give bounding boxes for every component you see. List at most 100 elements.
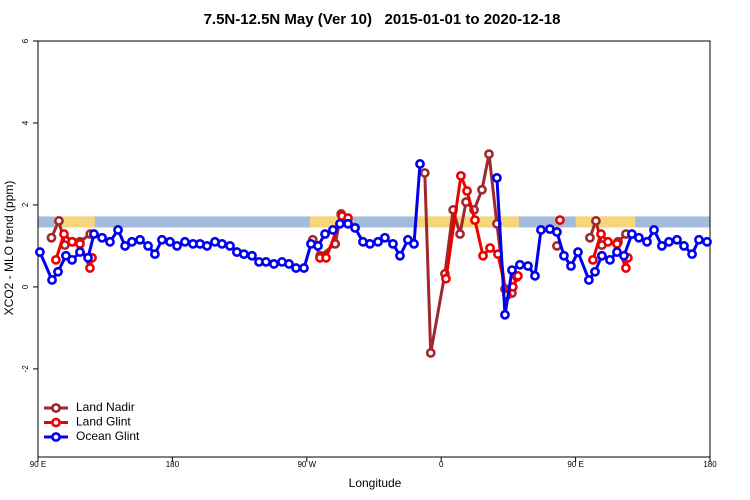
data-point: [395, 250, 405, 261]
data-point: [555, 215, 565, 226]
data-point: [247, 250, 257, 261]
data-point: [54, 216, 64, 226]
data-point: [455, 229, 465, 239]
data-point: [672, 234, 682, 245]
land-patch: [417, 216, 519, 228]
legend-marker: [51, 417, 61, 428]
data-point: [299, 263, 309, 273]
data-point: [97, 232, 107, 243]
data-point: [53, 266, 63, 277]
data-point: [612, 247, 622, 257]
data-point: [135, 234, 145, 245]
data-point: [523, 261, 533, 271]
data-point: [484, 149, 494, 160]
data-point: [157, 234, 167, 245]
data-point: [477, 184, 487, 195]
data-point: [217, 238, 227, 249]
data-point: [702, 236, 712, 247]
plot-frame: [37, 40, 711, 458]
data-point: [573, 247, 583, 257]
legend-label: Land Glint: [76, 415, 131, 429]
data-point: [559, 250, 569, 261]
data-point: [59, 229, 69, 239]
data-point: [75, 238, 85, 249]
data-point: [596, 250, 607, 261]
data-point: [552, 227, 562, 237]
data-point: [67, 254, 77, 265]
land-patch: [54, 216, 95, 228]
data-point: [478, 250, 488, 261]
data-point: [634, 232, 644, 243]
data-point: [373, 236, 383, 247]
data-point: [335, 218, 345, 229]
data-point: [51, 254, 61, 265]
legend-label: Ocean Glint: [76, 429, 140, 443]
data-point: [127, 236, 137, 247]
data-point: [172, 241, 182, 251]
data-point: [143, 241, 153, 251]
y-tick-label: 6: [21, 38, 30, 43]
legend-marker: [51, 432, 61, 442]
x-tick-label: 180: [703, 460, 717, 469]
data-point: [514, 259, 525, 270]
data-point: [694, 234, 704, 245]
data-point: [612, 238, 622, 249]
data-point: [425, 347, 436, 358]
data-point: [343, 218, 353, 229]
y-tick-label: 2: [21, 202, 30, 207]
data-point: [500, 309, 510, 320]
data-point: [507, 265, 517, 276]
data-point: [649, 225, 659, 235]
ocean-strip: [38, 216, 710, 228]
land-patch: [309, 216, 346, 228]
y-tick-label: -2: [21, 365, 30, 373]
data-point: [603, 236, 613, 247]
data-point: [105, 236, 115, 247]
data-point: [313, 241, 323, 251]
data-point: [150, 249, 160, 260]
data-point: [89, 229, 99, 239]
data-point: [202, 241, 212, 251]
data-point: [419, 168, 430, 178]
data-point: [591, 216, 601, 226]
data-point: [566, 261, 576, 271]
data-point: [83, 252, 93, 263]
x-tick-label: 90 E: [567, 460, 583, 469]
data-point: [441, 273, 451, 284]
data-point: [642, 236, 652, 247]
y-tick-label: 4: [21, 120, 30, 125]
data-point: [380, 232, 390, 243]
data-point: [605, 254, 615, 265]
x-tick-label: 90 E: [30, 460, 46, 469]
data-point: [47, 275, 57, 285]
data-point: [320, 229, 330, 239]
data-point: [456, 170, 466, 181]
data-point: [585, 232, 595, 243]
data-point: [328, 225, 338, 235]
series-line: [50, 152, 627, 355]
data-point: [626, 229, 637, 239]
y-tick-label: 0: [21, 284, 30, 289]
x-tick-label: 90 W: [297, 460, 316, 469]
data-point: [513, 270, 523, 281]
data-point: [530, 270, 540, 281]
data-point: [85, 263, 95, 273]
data-point: [679, 241, 689, 251]
data-point: [619, 250, 629, 261]
data-point: [621, 263, 631, 273]
x-tick-label: 0: [439, 460, 444, 469]
data-point: [46, 232, 57, 243]
data-point: [596, 229, 606, 239]
data-point: [321, 252, 331, 263]
data-point: [485, 243, 495, 253]
data-point: [120, 241, 130, 251]
data-point: [269, 259, 279, 269]
data-point: [590, 266, 600, 277]
data-point: [165, 236, 175, 247]
data-point: [492, 172, 502, 183]
data-point: [409, 238, 419, 249]
data-point: [67, 236, 77, 247]
data-point: [415, 159, 425, 169]
data-point: [261, 257, 271, 267]
